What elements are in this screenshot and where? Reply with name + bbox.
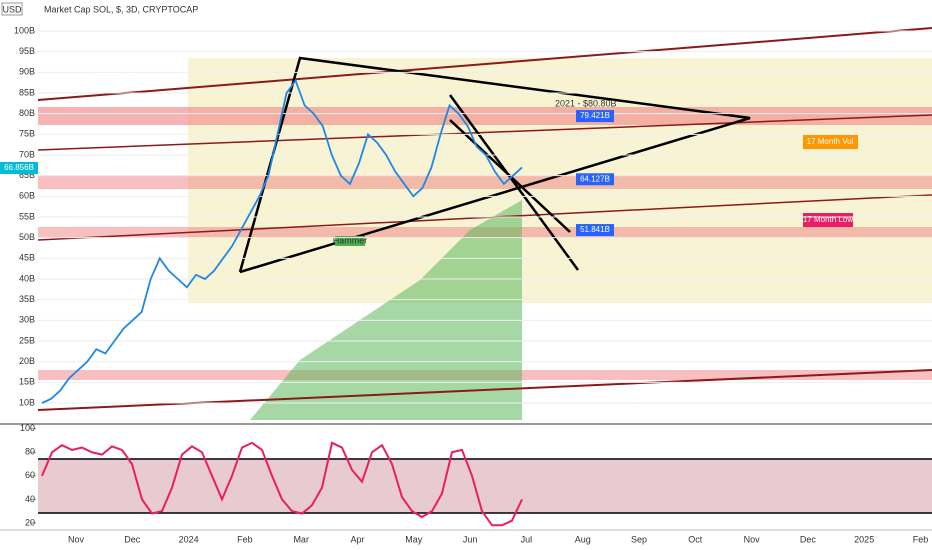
- y-tick-label: 100B: [14, 25, 35, 35]
- price-badge: [576, 224, 614, 237]
- price-badge-label: 64.127B: [580, 174, 610, 183]
- area: [250, 200, 522, 420]
- annotation: 2021 - $80.80B: [555, 98, 617, 108]
- y-tick-label: 40B: [19, 273, 35, 283]
- x-tick-label: Nov: [68, 534, 85, 544]
- zone: [38, 175, 932, 189]
- currency-box: [1, 2, 23, 16]
- axis-panel: [0, 0, 38, 550]
- osc-tick-label: 20: [25, 517, 35, 527]
- y-tick-label: 20B: [19, 356, 35, 366]
- price-badge-label: 66.856B: [4, 163, 34, 172]
- annotation: Hammer: [333, 235, 368, 245]
- y-tick-label: 30B: [19, 315, 35, 325]
- x-tick-label: 2024: [179, 534, 199, 544]
- osc-tick-label: 100: [20, 423, 35, 433]
- x-tick-label: Dec: [800, 534, 817, 544]
- y-tick-label: 35B: [19, 294, 35, 304]
- y-tick-label: 85B: [19, 87, 35, 97]
- price-line: [41, 78, 523, 404]
- y-tick-label: 15B: [19, 377, 35, 387]
- osc-tick-label: 80: [25, 447, 35, 457]
- annotation: 17 Month Low: [803, 215, 853, 224]
- currency: USD: [2, 4, 22, 14]
- wedge-line: [448, 94, 580, 271]
- y-tick-label: 95B: [19, 46, 35, 56]
- chart-title: Market Cap SOL, $, 3D, CRYPTOCAP: [44, 4, 198, 14]
- price-badge: [576, 173, 614, 186]
- price-badge: [576, 110, 614, 123]
- y-tick-label: 10B: [19, 397, 35, 407]
- x-tick-label: Feb: [237, 534, 253, 544]
- x-tick-label: Jun: [463, 534, 478, 544]
- x-tick-label: May: [405, 534, 423, 544]
- trend-line: [37, 27, 932, 101]
- x-tick-label: Oct: [688, 534, 703, 544]
- x-tick-label: 2025: [854, 534, 874, 544]
- x-tick-label: Mar: [293, 534, 309, 544]
- osc-tick-label: 40: [25, 494, 35, 504]
- y-tick-label: 65B: [19, 170, 35, 180]
- badge-bg: [335, 236, 365, 246]
- y-tick-label: 75B: [19, 129, 35, 139]
- x-tick-label: Sep: [631, 534, 647, 544]
- zone: [38, 107, 932, 125]
- y-tick-label: 45B: [19, 253, 35, 263]
- x-tick-label: Aug: [575, 534, 591, 544]
- price-badge-label: 51.841B: [580, 225, 610, 234]
- y-tick-label: 90B: [19, 67, 35, 77]
- y-tick-label: 60B: [19, 191, 35, 201]
- osc-zone: [38, 459, 932, 513]
- y-tick-label: 50B: [19, 232, 35, 242]
- x-tick-label: Jul: [521, 534, 533, 544]
- y-tick-label: 80B: [19, 108, 35, 118]
- price-badge-label: 79.421B: [580, 111, 610, 120]
- x-tick-label: Apr: [350, 534, 364, 544]
- trend-line: [37, 114, 932, 151]
- y-tick-label: 55B: [19, 211, 35, 221]
- x-tick-label: Nov: [744, 534, 761, 544]
- x-tick-label: Feb: [913, 534, 929, 544]
- x-tick-label: Dec: [124, 534, 141, 544]
- oscillator-line: [41, 441, 523, 527]
- badge-bg: [803, 135, 858, 149]
- annotation: 17 Month Vol: [807, 137, 854, 146]
- y-tick-label: 70B: [19, 149, 35, 159]
- osc-tick-label: 60: [25, 470, 35, 480]
- y-tick-label: 25B: [19, 335, 35, 345]
- price-badge: [0, 161, 38, 174]
